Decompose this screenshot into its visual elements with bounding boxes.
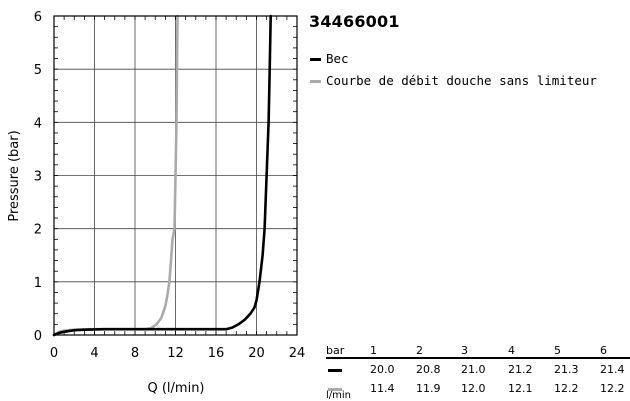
table-cell: 11.9	[416, 382, 441, 395]
table-cell: 21.0	[461, 363, 486, 376]
table-header-cell: 2	[416, 344, 423, 357]
table-header-cell: 4	[508, 344, 515, 357]
y-tick-label: 5	[34, 63, 42, 78]
table-header-cell: 6	[600, 344, 607, 357]
y-axis-label: Pressure (bar)	[7, 130, 22, 221]
x-tick-label: 0	[50, 346, 58, 361]
table-cell: 12.1	[508, 382, 533, 395]
x-tick-label: 12	[167, 346, 184, 361]
table-cell: 20.8	[416, 363, 441, 376]
table-cell: 12.0	[461, 382, 486, 395]
y-tick-label: 2	[34, 223, 42, 238]
plot-frame	[53, 15, 298, 336]
table-marker-douche	[328, 388, 342, 391]
legend-swatch-douche	[310, 80, 321, 83]
flow-table: bar 1 2 3 4 5 6 20.0 20.8 21.0 21.2 21.3…	[326, 344, 630, 401]
legend-swatch-bec	[310, 58, 321, 61]
table-cell: 12.2	[600, 382, 625, 395]
x-tick-label: 4	[90, 346, 98, 361]
y-tick-label: 4	[34, 116, 42, 131]
y-tick-label: 0	[34, 329, 42, 344]
table-cell: 20.0	[370, 363, 395, 376]
table-cell: 12.2	[554, 382, 579, 395]
chart-curves	[52, 14, 272, 337]
legend-label-bec: Bec	[326, 51, 349, 66]
table-unit-bar: bar	[326, 344, 345, 357]
legend-item-bec: Bec	[310, 52, 610, 65]
y-tick-label: 1	[34, 276, 42, 291]
x-axis-label: Q (l/min)	[147, 381, 204, 396]
y-tick-label: 6	[34, 10, 42, 25]
x-tick-label: 20	[248, 346, 265, 361]
table-header-cell: 5	[554, 344, 561, 357]
legend-label-douche: Courbe de débit douche sans limiteur	[326, 73, 597, 88]
table-cell: 11.4	[370, 382, 395, 395]
table-header-cell: 1	[370, 344, 377, 357]
table-cell: 21.3	[554, 363, 579, 376]
table-marker-bec	[328, 369, 342, 372]
chart-title: 34466001	[309, 12, 400, 31]
legend-item-douche: Courbe de débit douche sans limiteur	[310, 74, 610, 87]
table-cell: 21.4	[600, 363, 625, 376]
chart-legend: Bec Courbe de débit douche sans limiteur	[310, 52, 610, 96]
x-tick-label: 16	[208, 346, 225, 361]
table-header-row: bar 1 2 3 4 5 6	[326, 344, 630, 359]
table-row-bec: 20.0 20.8 21.0 21.2 21.3 21.4	[326, 363, 630, 377]
table-header-cell: 3	[461, 344, 468, 357]
table-unit-flow: l/min	[326, 390, 352, 401]
y-tick-label: 3	[34, 170, 42, 185]
x-tick-label: 24	[289, 346, 306, 361]
x-tick-label: 8	[131, 346, 139, 361]
series-line-bec	[52, 14, 272, 337]
table-cell: 21.2	[508, 363, 533, 376]
table-row-douche: 11.4 11.9 12.0 12.1 12.2 12.2	[326, 382, 630, 396]
